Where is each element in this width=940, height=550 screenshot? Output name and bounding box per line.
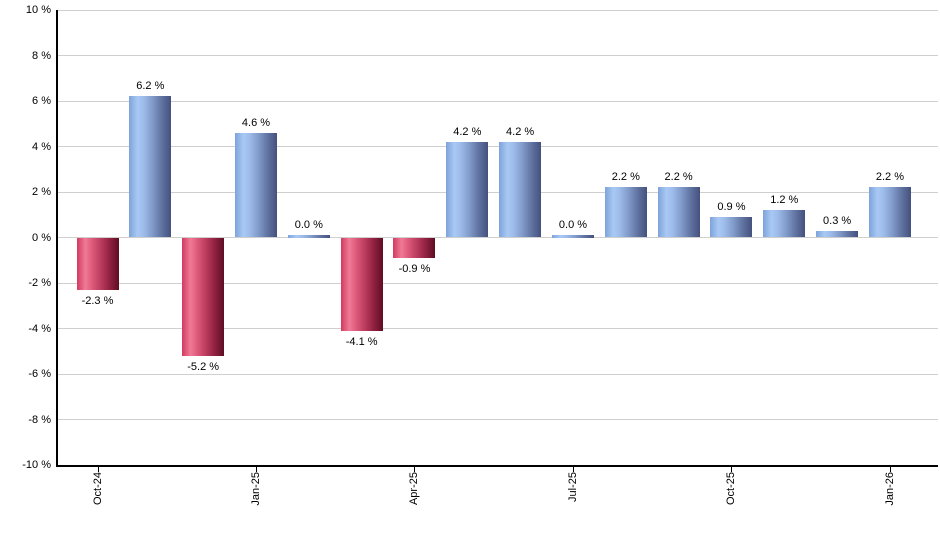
x-axis-tick-label: Jul-25: [566, 472, 579, 502]
x-axis-tick: [97, 467, 99, 472]
gridline: [57, 419, 938, 420]
negative-bar: [393, 237, 436, 258]
positive-bar: [657, 187, 700, 238]
gridline: [57, 191, 938, 193]
x-axis-tick: [731, 467, 733, 472]
negative-bar: [182, 237, 225, 356]
y-axis-tick-label: 0 %: [32, 231, 51, 244]
negative-bar: [76, 237, 119, 290]
y-axis-line: [56, 10, 58, 467]
gridline: [57, 282, 938, 284]
positive-bar: [234, 132, 277, 238]
gridline: [57, 237, 938, 238]
y-axis-tick-label: 8 %: [32, 49, 51, 62]
gridline: [57, 55, 938, 56]
positive-bar: [816, 230, 859, 238]
bar-value-label: 1.2 %: [770, 194, 799, 207]
positive-bar: [499, 141, 542, 238]
x-axis-tick-label: Oct-25: [725, 472, 738, 506]
y-axis-tick-label: -6 %: [28, 368, 51, 380]
bar-value-label: 0.9 %: [717, 201, 746, 214]
positive-bar: [710, 217, 753, 238]
bar-value-label: -4.1 %: [345, 335, 378, 348]
y-axis-tick-label: -10 %: [22, 459, 51, 471]
positive-bar: [604, 187, 647, 238]
gridline: [57, 146, 938, 147]
positive-bar: [551, 235, 594, 238]
bar-value-label: 6.2 %: [136, 80, 165, 93]
bar-value-label: 2.2 %: [611, 171, 640, 184]
x-axis-tick: [572, 467, 574, 472]
bar-value-label: -0.9 %: [398, 262, 431, 275]
bar-value-label: 4.2 %: [453, 125, 482, 138]
negative-bar: [340, 237, 383, 331]
gridline: [57, 9, 938, 11]
bar-value-label: 0.0 %: [558, 219, 588, 231]
positive-bar: [446, 141, 489, 238]
y-axis-tick-label: 6 %: [32, 95, 51, 107]
y-axis-tick-label: -2 %: [28, 277, 51, 289]
positive-bar: [763, 210, 806, 238]
y-axis-tick-label: -4 %: [28, 322, 51, 335]
x-axis-line: [56, 465, 938, 467]
x-axis-tick-label: Jan-25: [249, 472, 262, 506]
bar-value-label: 4.2 %: [506, 125, 535, 138]
x-axis-tick-label: Apr-25: [408, 472, 421, 506]
x-axis-tick: [414, 467, 416, 472]
x-axis-tick: [889, 467, 891, 472]
positive-bar: [287, 235, 330, 238]
bar-value-label: 2.2 %: [664, 171, 693, 184]
positive-bar: [129, 96, 172, 238]
x-axis-tick: [255, 467, 257, 472]
bar-value-label: -5.2 %: [187, 360, 220, 373]
bar-value-label: 2.2 %: [875, 171, 904, 184]
y-axis-tick-label: 10 %: [25, 4, 51, 16]
x-axis-tick-label: Jan-26: [883, 472, 896, 506]
bar-value-label: 0.3 %: [823, 214, 852, 227]
x-axis-tick-label: Oct-24: [91, 472, 104, 506]
gridline: [57, 373, 938, 375]
bar-value-label: 4.6 %: [241, 116, 271, 129]
y-axis-tick-label: 4 %: [32, 140, 51, 153]
positive-bar: [868, 187, 911, 238]
bar-value-label: -2.3 %: [81, 294, 114, 307]
y-axis-tick-label: 2 %: [32, 186, 51, 198]
gridline: [57, 100, 938, 102]
y-axis-tick-label: -8 %: [28, 413, 51, 426]
gridline: [57, 328, 938, 329]
bar-value-label: 0.0 %: [294, 219, 323, 231]
